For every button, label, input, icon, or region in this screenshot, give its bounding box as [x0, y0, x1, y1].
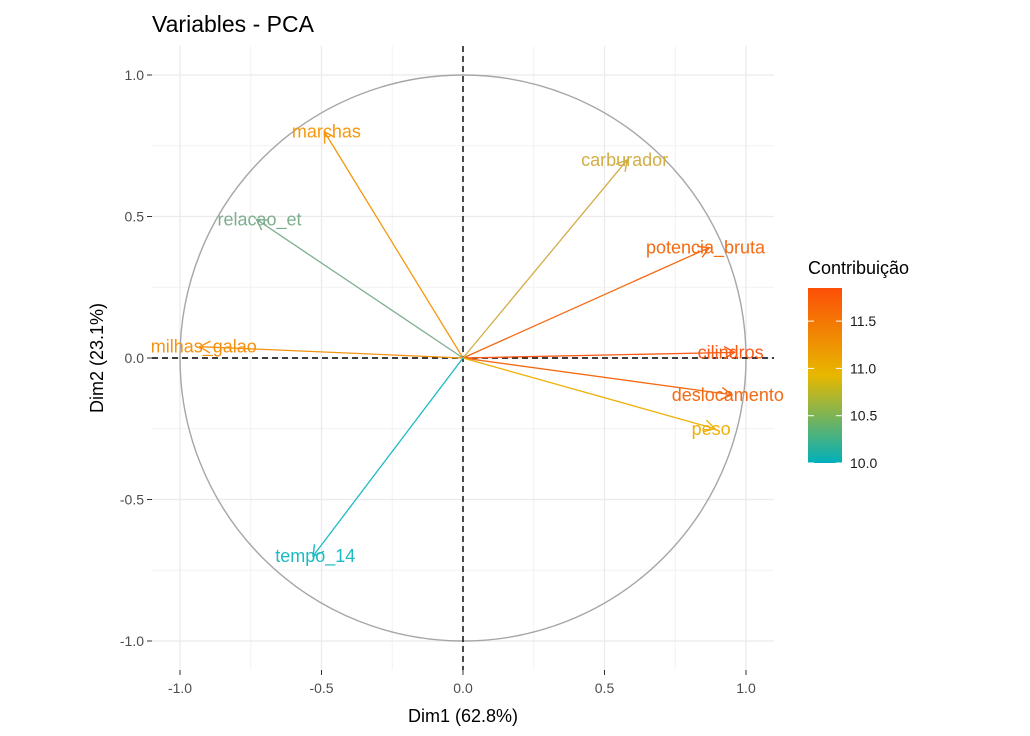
- variable-label: tempo_14: [275, 546, 355, 567]
- y-tick-label: 1.0: [125, 67, 145, 83]
- variable-relacao-et: relacao_et: [217, 209, 464, 359]
- variable-label: carburador: [581, 150, 668, 170]
- legend-title: Contribuição: [808, 258, 909, 278]
- variable-marchas: marchas: [292, 122, 464, 359]
- variable-potencia-bruta: potencia_bruta: [462, 238, 766, 359]
- x-tick-label: -0.5: [309, 680, 333, 696]
- legend: Contribuição 10.0 10.5 11.0 11.5: [808, 258, 909, 471]
- x-tick-label: 1.0: [736, 680, 756, 696]
- plot-panel: -1.0 -0.5 0.0 0.5 1.0 -1.0 -0.5 0.0 0.5 1.0 cilind…: [120, 46, 784, 696]
- legend-colorbar: [808, 288, 842, 463]
- x-tick-label: -1.0: [168, 680, 192, 696]
- variable-milhas-galao: milhas_galao: [151, 337, 464, 359]
- arrow-line: [462, 247, 710, 359]
- arrow-line: [462, 159, 628, 359]
- legend-label: 11.0: [850, 360, 876, 376]
- variable-tempo-14: tempo_14: [275, 357, 464, 567]
- arrow-head: [312, 544, 325, 558]
- variable-label: potencia_bruta: [646, 238, 766, 259]
- arrow-head: [255, 218, 269, 231]
- arrow-line: [312, 357, 464, 557]
- arrow-head: [703, 419, 717, 433]
- variable-cilindros: cilindros: [462, 342, 764, 362]
- variable-deslocamento: deslocamento: [462, 357, 784, 405]
- x-tick-label: 0.5: [595, 680, 615, 696]
- arrow-head: [723, 345, 737, 360]
- legend-label: 10.5: [850, 408, 877, 424]
- chart-title: Variables - PCA: [152, 11, 315, 37]
- y-tick-label: 0.0: [125, 350, 145, 366]
- variable-peso: peso: [462, 357, 731, 439]
- variable-label: deslocamento: [672, 385, 784, 405]
- y-axis-title: Dim2 (23.1%): [87, 303, 107, 413]
- y-tick-label: 0.5: [125, 209, 145, 225]
- arrow-line: [256, 218, 464, 359]
- arrow-line: [462, 357, 732, 396]
- arrow-head: [697, 245, 711, 258]
- variable-label: peso: [692, 419, 731, 439]
- legend-label: 11.5: [850, 313, 876, 329]
- x-axis-title: Dim1 (62.8%): [408, 706, 518, 726]
- arrow-line: [323, 131, 464, 359]
- y-tick-label: -0.5: [120, 492, 144, 508]
- arrow-head: [720, 386, 734, 400]
- arrow-head: [323, 130, 336, 144]
- variable-label: relacao_et: [217, 209, 301, 230]
- variable-label: milhas_galao: [151, 337, 257, 358]
- variable-label: cilindros: [698, 342, 764, 362]
- arrow-line: [199, 346, 464, 359]
- arrow-head: [615, 158, 629, 172]
- arrow-head: [198, 340, 211, 354]
- legend-label: 10.0: [850, 455, 877, 471]
- variable-label: marchas: [292, 122, 361, 142]
- arrow-line: [462, 357, 716, 430]
- x-tick-label: 0.0: [453, 680, 473, 696]
- variable-carburador: carburador: [462, 150, 668, 359]
- arrow-line: [462, 351, 735, 359]
- y-tick-label: -1.0: [120, 633, 144, 649]
